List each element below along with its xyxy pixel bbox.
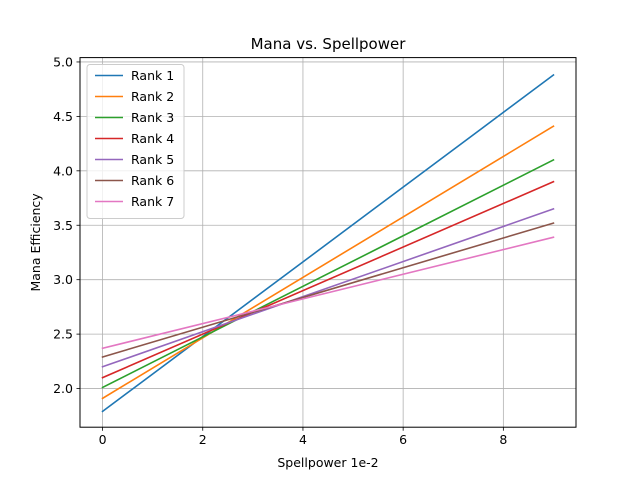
y-tick-label: 2.0 — [53, 381, 73, 396]
legend-label: Rank 6 — [131, 173, 174, 188]
series-line — [101, 236, 555, 350]
y-tick-label: 4.0 — [53, 163, 73, 178]
x-tick-label: 2 — [199, 432, 207, 447]
series-line — [101, 222, 555, 358]
legend-label: Rank 4 — [131, 131, 174, 146]
x-tick-label: 8 — [499, 432, 507, 447]
legend-label: Rank 3 — [131, 110, 174, 125]
series-line — [101, 180, 555, 379]
x-tick-label: 0 — [99, 432, 107, 447]
legend-label: Rank 5 — [131, 152, 174, 167]
x-axis-ticks: 0 2 4 6 8 — [99, 427, 507, 447]
grid — [80, 57, 576, 428]
chart-title: Mana vs. Spellpower — [251, 35, 407, 53]
x-axis-label: Spellpower 1e-2 — [277, 455, 378, 470]
y-tick-label: 5.0 — [53, 54, 73, 69]
legend-label: Rank 7 — [131, 194, 174, 209]
legend-label: Rank 2 — [131, 89, 174, 104]
y-tick-label: 3.5 — [53, 218, 73, 233]
legend-label: Rank 1 — [131, 68, 174, 83]
series-line — [101, 158, 555, 389]
plot-frame — [79, 57, 577, 428]
y-tick-label: 2.5 — [53, 327, 73, 342]
legend: Rank 1 Rank 2 Rank 3 Rank 4 Rank 5 Rank 6 Rank… — [86, 64, 185, 219]
y-axis-ticks: 2.0 2.5 3.0 3.5 4.0 4.5 5.0 — [53, 54, 80, 396]
series-line — [101, 73, 555, 413]
y-tick-label: 4.5 — [53, 109, 73, 124]
x-tick-label: 4 — [299, 432, 307, 447]
series-line — [101, 125, 555, 400]
series-line — [101, 207, 555, 368]
series-lines — [101, 73, 555, 413]
y-axis-label: Mana Efficiency — [28, 193, 43, 292]
x-tick-label: 6 — [399, 432, 407, 447]
y-tick-label: 3.0 — [53, 272, 73, 287]
